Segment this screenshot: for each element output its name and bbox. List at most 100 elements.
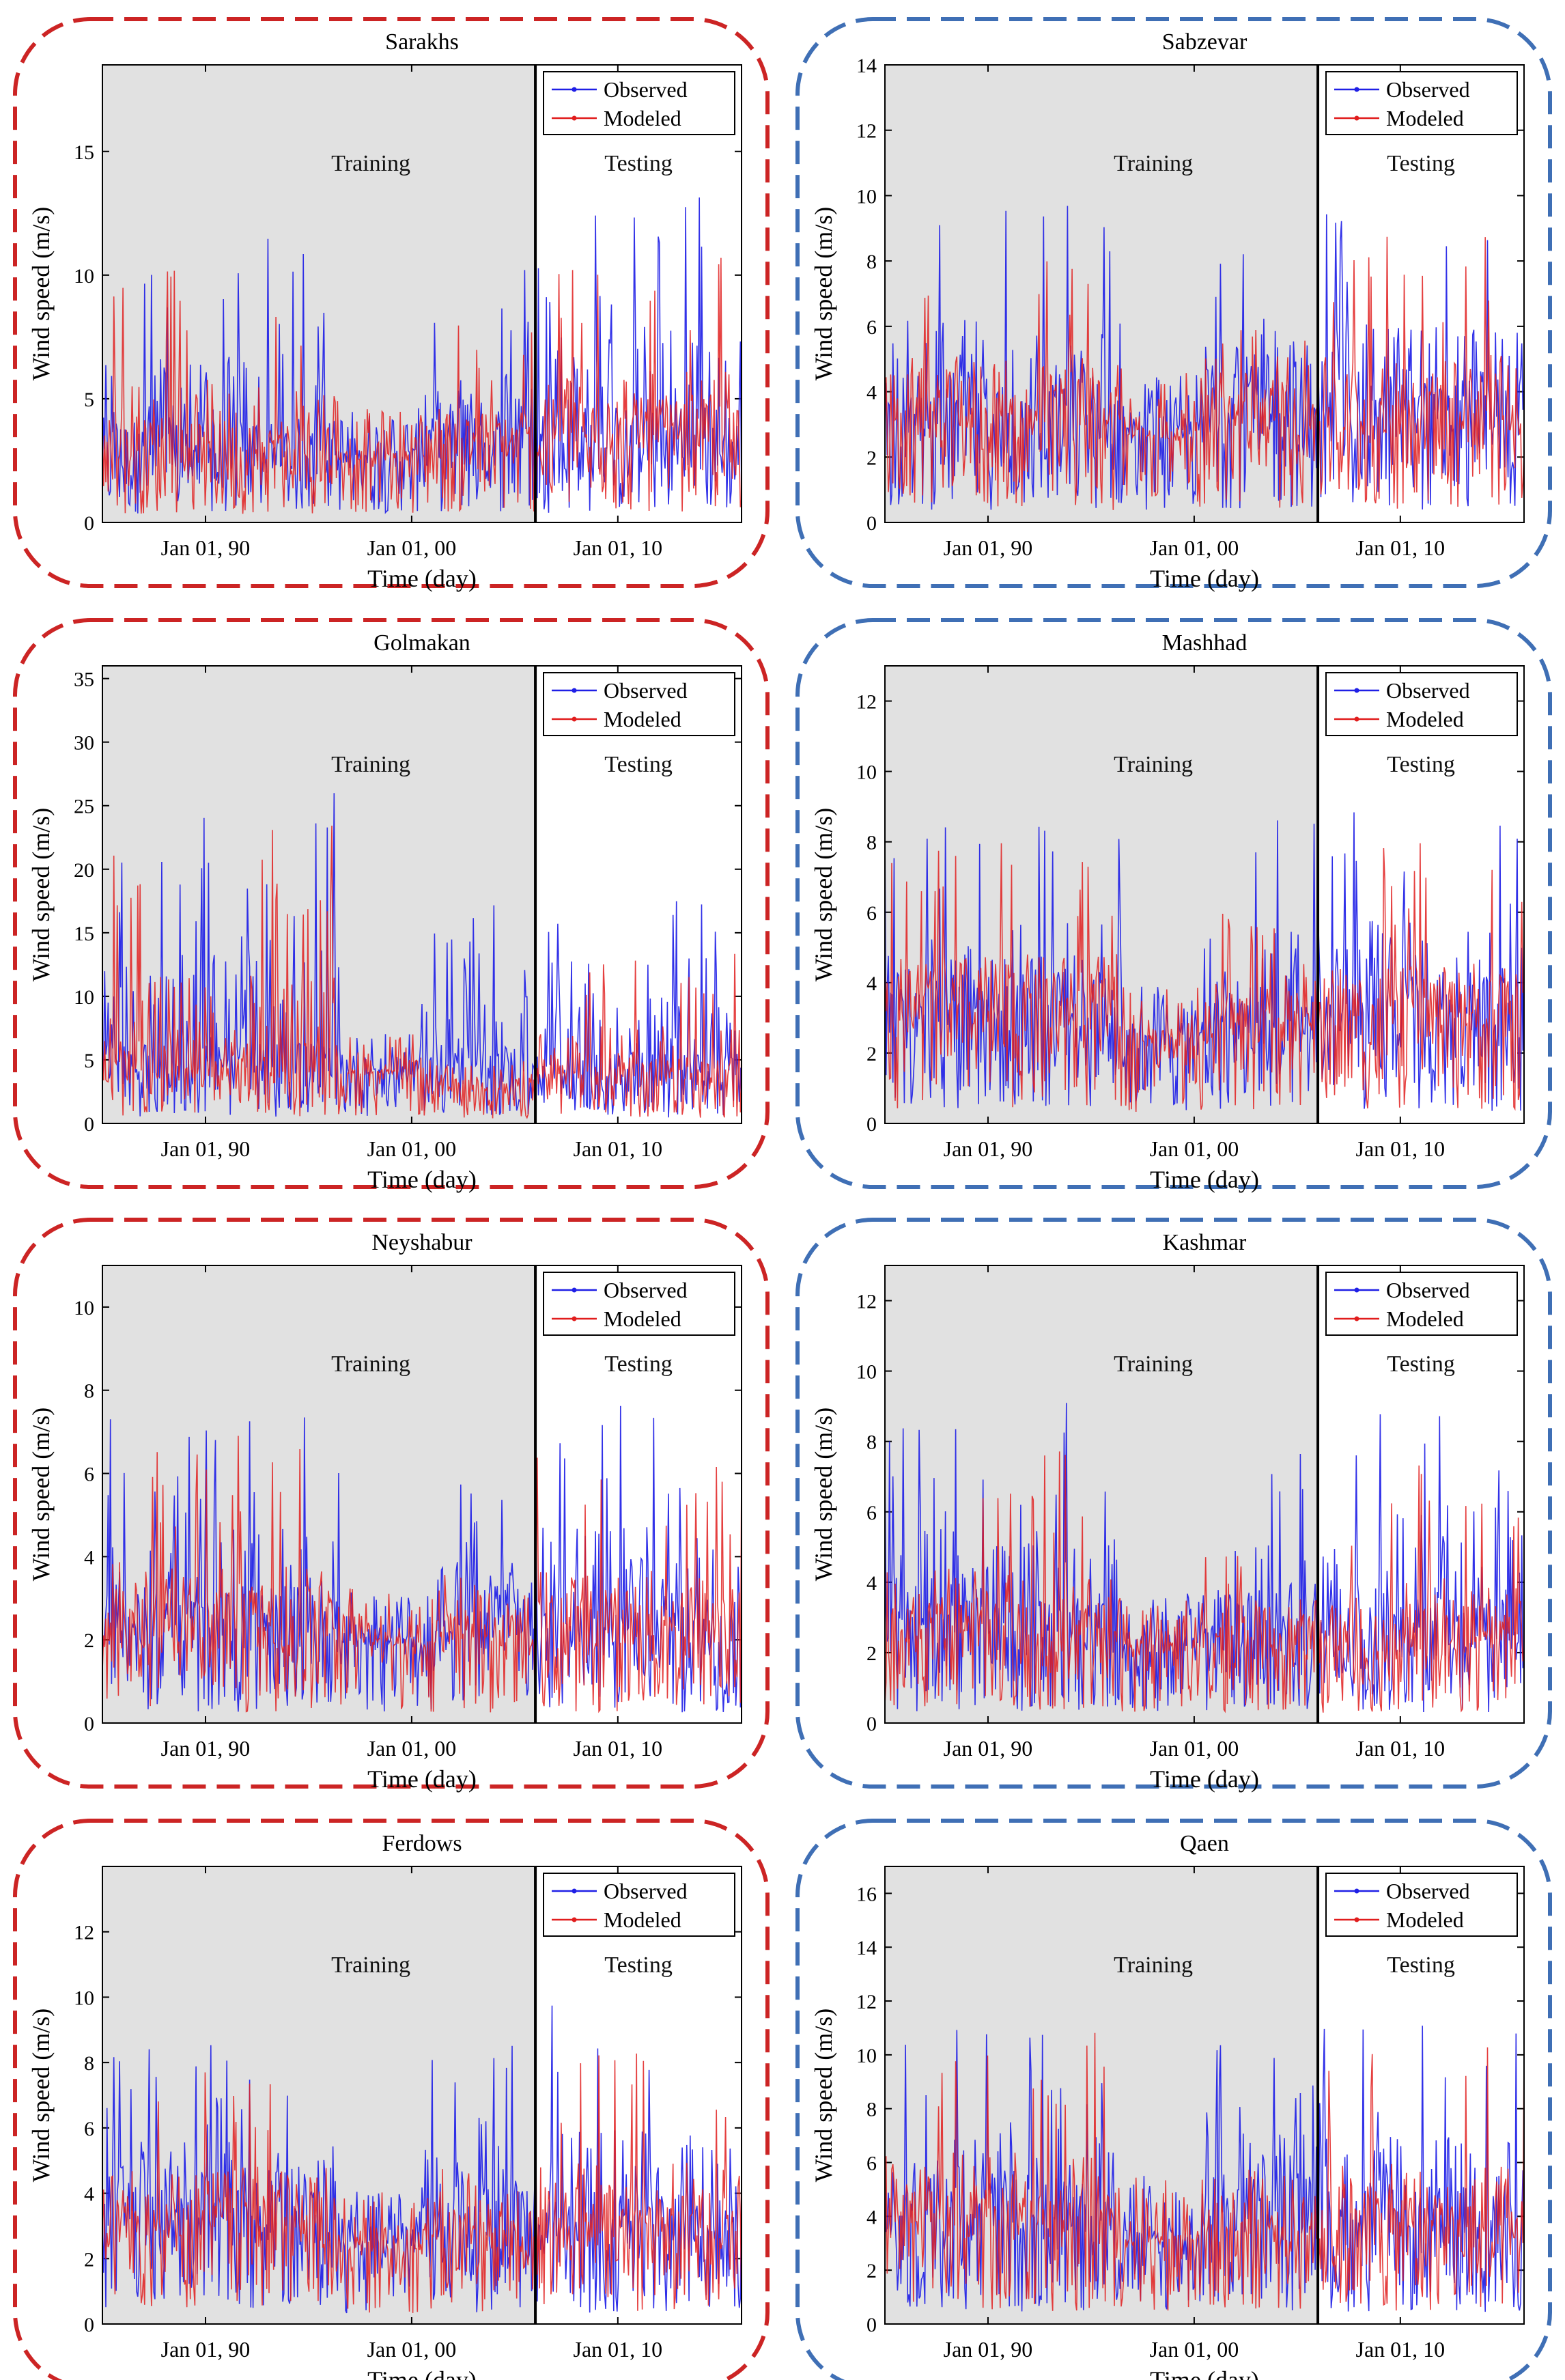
y-axis-label: Wind speed (m/s) xyxy=(27,1408,55,1582)
legend-marker xyxy=(1354,115,1359,121)
y-tick-label: 4 xyxy=(866,972,877,995)
y-tick-label: 0 xyxy=(866,1713,877,1735)
legend-label: Observed xyxy=(1386,678,1470,703)
y-tick-label: 10 xyxy=(74,1987,94,2009)
y-tick-label: 10 xyxy=(74,265,94,288)
axes-frame xyxy=(884,665,1525,1124)
legend-marker xyxy=(572,1316,577,1321)
legend-box xyxy=(1325,672,1518,736)
x-axis-label: Time (day) xyxy=(367,565,477,592)
y-tick-label: 4 xyxy=(866,1572,877,1595)
panel-border xyxy=(13,618,770,1189)
y-tick-label: 8 xyxy=(84,2052,94,2075)
legend-marker xyxy=(572,87,577,92)
training-label: Training xyxy=(331,1952,410,1978)
panel-golmakan: Golmakan 0 5 10 15 20 25 30 35 Jan 01, 90 Jan 01, … xyxy=(13,618,770,1193)
testing-label: Testing xyxy=(604,151,673,176)
y-tick-label: 0 xyxy=(866,2314,877,2336)
y-tick-label: 2 xyxy=(84,1629,94,1652)
x-tick-label: Jan 01, 00 xyxy=(367,535,457,560)
legend-marker xyxy=(1354,688,1359,693)
y-axis-label: Wind speed (m/s) xyxy=(27,207,55,381)
testing-label: Testing xyxy=(604,1352,673,1377)
x-tick-label: Jan 01, 10 xyxy=(1356,535,1446,560)
y-axis-label: Wind speed (m/s) xyxy=(27,808,55,982)
y-tick-label: 0 xyxy=(84,1113,94,1136)
training-label: Training xyxy=(331,151,410,176)
y-tick-label: 2 xyxy=(866,2260,877,2282)
legend-marker xyxy=(1354,1287,1359,1293)
y-tick-label: 12 xyxy=(856,1291,877,1313)
y-tick-label: 4 xyxy=(866,382,877,404)
axes-frame xyxy=(102,1265,742,1724)
testing-label: Testing xyxy=(1387,1952,1455,1978)
training-region xyxy=(885,65,1319,522)
x-tick-label: Jan 01, 90 xyxy=(944,535,1033,560)
x-tick-label: Jan 01, 00 xyxy=(1150,1736,1239,1761)
y-tick-label: 10 xyxy=(74,1297,94,1319)
y-tick-label: 12 xyxy=(856,1991,877,2013)
y-tick-label: 5 xyxy=(84,389,94,411)
x-tick-label: Jan 01, 00 xyxy=(367,1736,457,1761)
axes-frame xyxy=(884,64,1525,523)
legend-marker xyxy=(572,688,577,693)
testing-label: Testing xyxy=(604,1952,673,1978)
legend-label: Observed xyxy=(604,77,688,102)
y-tick-label: 4 xyxy=(84,2183,94,2206)
legend-box xyxy=(1325,1873,1518,1937)
observed-series-line xyxy=(102,793,742,1118)
legend-label: Modeled xyxy=(1386,707,1464,731)
y-axis-label: Wind speed (m/s) xyxy=(810,2008,837,2183)
modeled-series-line xyxy=(102,2053,742,2313)
legend-label: Observed xyxy=(604,678,688,703)
y-axis-label: Wind speed (m/s) xyxy=(810,1408,837,1582)
y-axis-label: Wind speed (m/s) xyxy=(810,207,837,381)
y-tick-label: 8 xyxy=(866,1431,877,1454)
axes-frame xyxy=(102,64,742,523)
legend-label: Modeled xyxy=(604,1306,681,1331)
observed-series-line xyxy=(102,1405,742,1713)
legend-label: Observed xyxy=(604,1879,688,1903)
y-tick-label: 10 xyxy=(856,2045,877,2067)
panel-sabzevar: Sabzevar 0 2 4 6 8 10 12 14 Jan 01, 90 Jan 01, 00 J… xyxy=(795,17,1552,592)
legend-marker xyxy=(1354,1888,1359,1894)
modeled-series-line xyxy=(884,843,1525,1112)
y-tick-label: 10 xyxy=(856,761,877,784)
legend-marker xyxy=(572,1287,577,1293)
x-tick-label: Jan 01, 90 xyxy=(161,535,251,560)
y-tick-label: 2 xyxy=(866,1043,877,1065)
panel-title: Neyshabur xyxy=(371,1230,473,1255)
panel-title: Qaen xyxy=(1180,1831,1229,1856)
y-tick-label: 6 xyxy=(866,316,877,339)
legend-box xyxy=(543,1873,735,1937)
x-axis-label: Time (day) xyxy=(367,1765,477,1793)
panel-title: Ferdows xyxy=(382,1831,462,1856)
y-tick-label: 10 xyxy=(856,1361,877,1384)
x-axis-label: Time (day) xyxy=(1150,2366,1259,2380)
legend-box xyxy=(543,672,735,736)
legend-box xyxy=(543,71,735,135)
y-axis-label: Wind speed (m/s) xyxy=(27,2008,55,2183)
legend-marker xyxy=(1354,716,1359,722)
x-axis-label: Time (day) xyxy=(367,1166,477,1193)
x-tick-label: Jan 01, 10 xyxy=(574,1736,663,1761)
y-tick-label: 4 xyxy=(866,2206,877,2228)
y-tick-label: 8 xyxy=(866,832,877,854)
x-tick-label: Jan 01, 10 xyxy=(1356,1736,1446,1761)
x-tick-label: Jan 01, 10 xyxy=(574,535,663,560)
y-tick-label: 30 xyxy=(74,732,94,755)
x-tick-label: Jan 01, 90 xyxy=(944,2337,1033,2362)
modeled-series-line xyxy=(884,1451,1525,1713)
y-axis-label: Wind speed (m/s) xyxy=(810,808,837,982)
x-tick-label: Jan 01, 10 xyxy=(1356,1136,1446,1161)
y-tick-label: 8 xyxy=(84,1380,94,1403)
axes-frame xyxy=(884,1265,1525,1724)
x-tick-label: Jan 01, 10 xyxy=(574,2337,663,2362)
legend-marker xyxy=(572,115,577,121)
training-label: Training xyxy=(331,752,410,777)
testing-label: Testing xyxy=(604,752,673,777)
panel-ferdows: Ferdows 0 2 4 6 8 10 12 Jan 01, 90 Jan 01, 00 Jan … xyxy=(13,1819,770,2380)
legend-label: Modeled xyxy=(1386,1306,1464,1331)
